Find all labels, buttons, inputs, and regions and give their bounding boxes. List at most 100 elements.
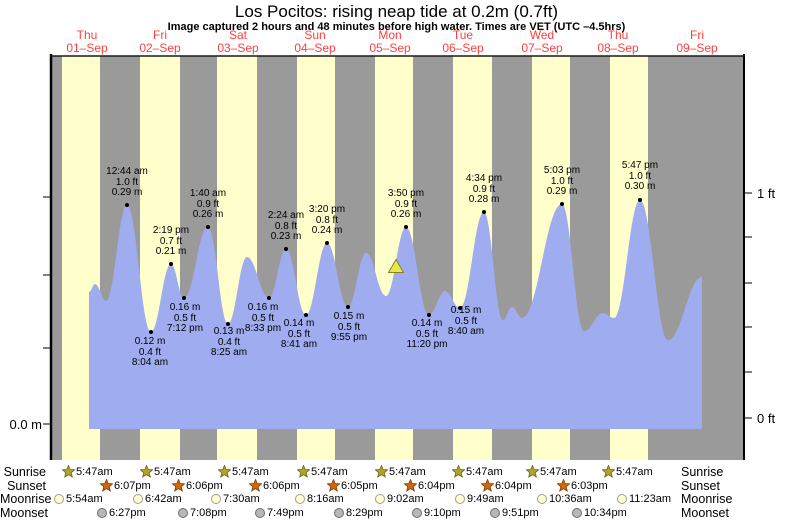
moonrise-time: 10:36am [537,492,592,505]
high-tide-dot [284,247,288,251]
low-tide-dot [346,305,350,309]
sunset-star-icon [249,479,262,492]
moonset-time: 9:10pm [412,506,461,519]
low-tide-annotation: 0.12 m 0.4 ft 8:04 am [131,336,169,368]
row-label-sunrise-right: Sunrise [681,465,724,479]
moonrise-time: 6:42am [133,492,182,505]
sunrise-star-icon [297,465,310,478]
moonset-time: 6:27pm [97,506,146,519]
row-label-moonrise-right: Moonrise [681,492,733,506]
moonrise-icon [537,493,547,504]
high-tide-annotation: 2:19 pm 0.7 ft 0.21 m [152,225,190,257]
row-label-sunset-left: Sunset [7,479,46,493]
row-label-moonset-right: Moonset [681,506,729,520]
low-tide-annotation: 0.16 m 0.5 ft 8:33 pm [244,302,282,334]
sunrise-star-icon [452,465,465,478]
sunrise-time: 5:47am [62,465,113,478]
moonset-icon [334,507,344,518]
low-tide-annotation: 0.15 m 0.5 ft 8:40 am [447,305,485,337]
high-tide-dot [169,262,173,266]
low-tide-dot [267,296,271,300]
moonset-icon [255,507,265,518]
row-label-sunrise-left: Sunrise [3,465,46,479]
high-tide-dot [325,241,329,245]
moonrise-time: 7:30am [211,492,260,505]
high-tide-dot [482,210,486,214]
moonset-icon [572,507,582,518]
moonrise-icon [54,493,64,504]
moonrise-icon [295,493,305,504]
moonrise-icon [617,493,627,504]
low-tide-dot [226,322,230,326]
moonrise-icon [133,493,143,504]
low-tide-dot [149,330,153,334]
moonrise-time: 9:02am [375,492,424,505]
sunrise-time: 5:47am [375,465,426,478]
high-tide-dot [638,198,642,202]
left-axis [43,54,53,460]
moonrise-icon [211,493,221,504]
right-axis-1ft-label: 1 ft [757,186,776,201]
moonset-time: 8:29pm [334,506,383,519]
day-label-mon-05: Mon 05–Sep [369,28,411,55]
high-tide-annotation: 1:40 am 0.9 ft 0.26 m [189,188,227,220]
moonset-icon [412,507,422,518]
page-subtitle: Image captured 2 hours and 48 minutes be… [167,21,626,33]
moonrise-icon [455,493,465,504]
low-tide-annotation: 0.14 m 0.5 ft 11:20 pm [406,318,448,350]
sunset-star-icon [172,479,185,492]
high-tide-annotation: 5:03 pm 1.0 ft 0.29 m [543,165,581,197]
high-tide-dot [206,225,210,229]
moonset-time: 7:08pm [178,506,227,519]
day-label-sat-03: Sat 03–Sep [217,28,259,55]
low-tide-dot [304,313,308,317]
sunrise-time: 5:47am [140,465,191,478]
moonset-time: 9:51pm [490,506,539,519]
sunset-star-icon [327,479,340,492]
low-tide-annotation: 0.16 m 0.5 ft 7:12 pm [166,302,204,334]
day-label-sun-04: Sun 04–Sep [294,28,336,55]
high-tide-dot [125,203,129,207]
sunrise-time: 5:47am [452,465,503,478]
moonrise-time: 9:49am [455,492,504,505]
sunrise-time: 5:47am [218,465,269,478]
low-tide-annotation: 0.15 m 0.5 ft 9:55 pm [330,311,368,343]
sunrise-star-icon [602,465,615,478]
low-tide-dot [458,306,462,310]
sunset-time: 6:07pm [100,479,151,492]
sunset-star-icon [481,479,494,492]
high-tide-dot [404,225,408,229]
moonrise-icon [375,493,385,504]
day-label-fri-02: Fri 02–Sep [139,28,181,55]
high-tide-annotation: 3:20 pm 0.8 ft 0.24 m [308,204,346,236]
moonrise-time: 5:54am [54,492,103,505]
sunrise-star-icon [218,465,231,478]
high-tide-dots [125,198,642,266]
moonset-icon [178,507,188,518]
moonset-icon [490,507,500,518]
low-tide-dot [182,296,186,300]
sunrise-star-icon [526,465,539,478]
low-tide-dot [427,313,431,317]
low-tide-annotation: 0.13 m 0.4 ft 8:25 am [210,326,248,358]
moonrise-time: 8:16am [295,492,344,505]
low-tide-annotation: 0.14 m 0.5 ft 8:41 am [280,318,318,350]
high-tide-annotation: 5:47 pm 1.0 ft 0.30 m [621,160,659,192]
sunset-star-icon [557,479,570,492]
moonset-icon [97,507,107,518]
sunset-time: 6:06pm [249,479,300,492]
sunset-time: 6:05pm [327,479,378,492]
sunset-time: 6:03pm [557,479,608,492]
high-tide-dot [560,202,564,206]
row-label-moonset-left: Moonset [0,506,48,520]
right-axis-0ft-label: 0 ft [757,411,776,426]
day-label-wed-07: Wed 07–Sep [521,28,563,55]
left-axis-zero-label: 0.0 m [9,417,42,432]
right-axis [743,54,752,460]
tide-curve [89,200,702,429]
sunrise-time: 5:47am [602,465,653,478]
row-label-sunset-right: Sunset [681,479,720,493]
row-label-moonrise-left: Moonrise [0,492,52,506]
